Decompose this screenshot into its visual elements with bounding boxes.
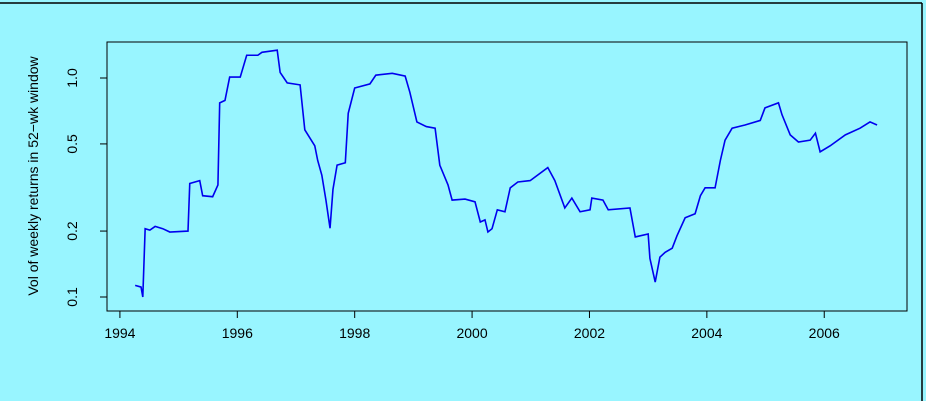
y-tick-label: 0.1	[64, 287, 80, 307]
x-tick-label: 2002	[574, 325, 605, 341]
x-tick-label: 2006	[809, 325, 840, 341]
x-tick-label: 2000	[456, 325, 487, 341]
x-tick-label: 2004	[691, 325, 722, 341]
y-axis-label: Vol of weekly returns in 52−wk window	[25, 55, 41, 295]
y-tick-label: 0.2	[64, 221, 80, 241]
y-tick-label: 0.5	[64, 134, 80, 154]
x-tick-label: 1998	[339, 325, 370, 341]
plot-box	[106, 41, 908, 312]
y-tick-label: 1.0	[64, 68, 80, 88]
data-line	[134, 49, 878, 298]
x-tick-label: 1994	[104, 325, 135, 341]
x-tick-label: 1996	[222, 325, 253, 341]
